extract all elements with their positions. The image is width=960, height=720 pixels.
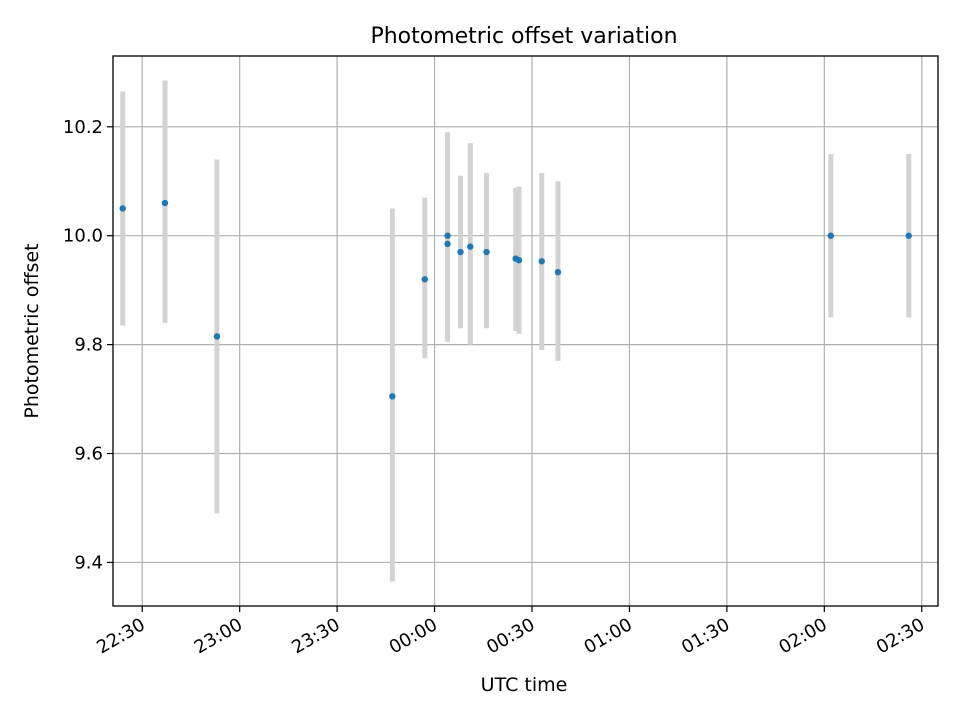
x-tick-label: 01:30 (678, 614, 733, 658)
y-tick-label: 9.4 (74, 552, 103, 573)
data-point (483, 248, 490, 256)
y-axis: 9.4 9.6 9.8 10.0 10.2 (63, 117, 113, 573)
x-tick-label: 02:30 (873, 614, 928, 658)
x-tick-label: 23:30 (288, 614, 343, 658)
x-tick-label: 22:30 (93, 614, 148, 658)
grid (113, 56, 938, 606)
data-point (538, 258, 545, 265)
data-point (515, 257, 523, 264)
data-point (213, 333, 221, 340)
data-point (457, 248, 464, 256)
x-tick-label: 00:30 (483, 614, 538, 658)
x-tick-label: 00:00 (386, 614, 441, 658)
errorbars (120, 80, 912, 582)
x-tick-label: 02:00 (775, 614, 830, 658)
y-tick-label: 10.2 (63, 117, 103, 138)
x-axis: 22:30 23:00 23:30 00:00 00:30 01:00 01:30 02:00… (93, 606, 928, 658)
chart-title: Photometric offset variation (370, 24, 677, 49)
data-point (119, 205, 126, 212)
data-point (444, 232, 451, 239)
data-point (389, 393, 396, 400)
x-axis-label: UTC time (481, 674, 568, 696)
y-axis-label: Photometric offset (21, 243, 43, 418)
y-tick-label: 10.0 (63, 226, 103, 247)
data-point (444, 240, 451, 248)
data-point (467, 243, 474, 250)
x-tick-label: 01:00 (581, 614, 636, 658)
data-point (161, 199, 169, 207)
y-tick-label: 9.6 (74, 444, 103, 465)
x-tick-label: 23:00 (191, 614, 246, 658)
y-tick-label: 9.8 (74, 335, 103, 356)
data-points (119, 199, 912, 400)
data-point (905, 232, 912, 239)
plot-frame (112, 55, 939, 607)
data-point (554, 268, 562, 276)
data-point (827, 232, 835, 239)
data-point (421, 276, 429, 283)
